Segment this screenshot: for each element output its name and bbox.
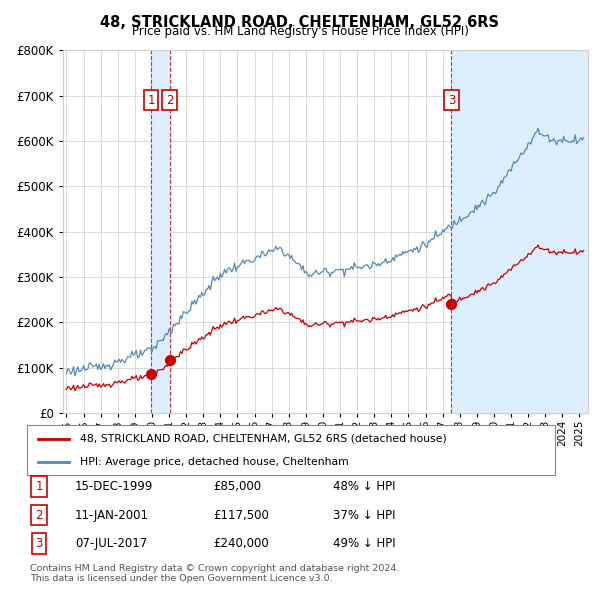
Bar <box>451 50 588 413</box>
Text: Contains HM Land Registry data © Crown copyright and database right 2024.: Contains HM Land Registry data © Crown c… <box>30 565 400 573</box>
Text: 1: 1 <box>35 480 43 493</box>
Text: £85,000: £85,000 <box>213 480 261 493</box>
Text: HPI: Average price, detached house, Cheltenham: HPI: Average price, detached house, Chel… <box>80 457 349 467</box>
Text: 15-DEC-1999: 15-DEC-1999 <box>75 480 154 493</box>
Text: 2: 2 <box>166 94 173 107</box>
Text: 48% ↓ HPI: 48% ↓ HPI <box>333 480 395 493</box>
Text: £240,000: £240,000 <box>213 537 269 550</box>
Text: £117,500: £117,500 <box>213 509 269 522</box>
Text: This data is licensed under the Open Government Licence v3.0.: This data is licensed under the Open Gov… <box>30 574 332 583</box>
Text: 11-JAN-2001: 11-JAN-2001 <box>75 509 149 522</box>
Bar <box>151 50 170 413</box>
Text: 3: 3 <box>448 94 455 107</box>
Text: 3: 3 <box>35 537 43 550</box>
Text: 07-JUL-2017: 07-JUL-2017 <box>75 537 147 550</box>
Text: 1: 1 <box>148 94 155 107</box>
Text: 2: 2 <box>35 509 43 522</box>
Text: 37% ↓ HPI: 37% ↓ HPI <box>333 509 395 522</box>
Text: 48, STRICKLAND ROAD, CHELTENHAM, GL52 6RS: 48, STRICKLAND ROAD, CHELTENHAM, GL52 6R… <box>101 15 499 30</box>
Text: 49% ↓ HPI: 49% ↓ HPI <box>333 537 395 550</box>
Text: 48, STRICKLAND ROAD, CHELTENHAM, GL52 6RS (detached house): 48, STRICKLAND ROAD, CHELTENHAM, GL52 6R… <box>80 434 446 444</box>
Text: Price paid vs. HM Land Registry's House Price Index (HPI): Price paid vs. HM Land Registry's House … <box>131 25 469 38</box>
